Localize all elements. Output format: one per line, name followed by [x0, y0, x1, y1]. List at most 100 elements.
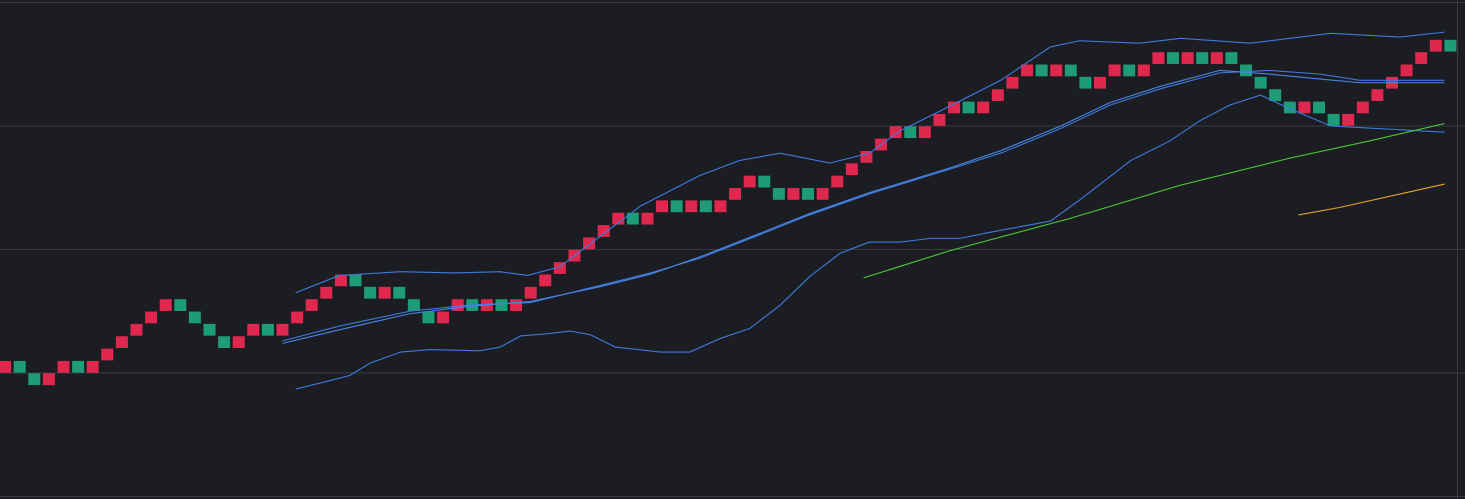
renko-brick [1021, 64, 1034, 77]
renko-brick [72, 360, 85, 373]
renko-brick [904, 126, 917, 139]
renko-brick [232, 336, 245, 349]
renko-brick [276, 323, 289, 336]
renko-brick [101, 348, 114, 361]
renko-brick [495, 299, 508, 311]
renko-brick [159, 299, 172, 311]
renko-brick [1444, 39, 1457, 52]
renko-brick [539, 274, 552, 287]
renko-brick [1152, 52, 1165, 64]
renko-brick [714, 200, 727, 213]
renko-brick [743, 175, 756, 188]
renko-brick [188, 311, 201, 324]
indicator-line [863, 122, 1445, 279]
indicator-line [282, 69, 1445, 344]
renko-brick [1167, 52, 1180, 64]
renko-brick [948, 101, 961, 114]
renko-brick [1313, 101, 1325, 114]
renko-brick [13, 360, 26, 373]
renko-brick [918, 126, 931, 139]
renko-brick [145, 311, 158, 324]
renko-brick [933, 113, 946, 126]
renko-brick [670, 200, 683, 213]
renko-brick [991, 89, 1004, 101]
renko-brick [422, 311, 435, 324]
renko-brick [1298, 101, 1311, 114]
renko-brick [626, 212, 639, 225]
renko-brick [685, 200, 698, 213]
renko-brick [860, 150, 873, 163]
renko-brick [1006, 76, 1019, 89]
renko-brick [656, 200, 669, 213]
renko-brick [42, 373, 55, 386]
renko-brick [451, 299, 464, 311]
renko-brick [845, 163, 858, 176]
renko-brick [802, 188, 815, 200]
indicator-line [295, 94, 1445, 390]
renko-brick [28, 373, 41, 386]
renko-brick [1181, 52, 1194, 64]
renko-brick [1225, 52, 1238, 64]
renko-brick [130, 323, 143, 336]
renko-brick [1327, 113, 1340, 126]
renko-brick [1415, 52, 1428, 64]
renko-brick [1429, 39, 1442, 52]
indicator-line [295, 31, 1445, 294]
renko-brick [1035, 64, 1048, 77]
renko-brick [1356, 101, 1369, 114]
renko-brick [1123, 64, 1136, 77]
renko-brick [305, 299, 318, 311]
renko-brick [758, 175, 771, 188]
renko-brick [320, 286, 333, 299]
renko-brick [1108, 64, 1121, 77]
renko-brick [203, 323, 216, 336]
indicator-line [1298, 183, 1445, 216]
renko-brick [393, 286, 406, 299]
renko-brick [510, 299, 523, 311]
renko-brick [729, 188, 742, 200]
renko-brick [57, 360, 70, 373]
renko-brick [1196, 52, 1209, 64]
renko-brick [0, 360, 12, 373]
renko-brick [261, 323, 274, 336]
renko-brick [1210, 52, 1223, 64]
renko-brick [1342, 113, 1355, 126]
renko-brick [218, 336, 231, 349]
renko-brick [1064, 64, 1077, 77]
renko-brick [349, 274, 362, 287]
renko-brick [1050, 64, 1063, 77]
renko-brick [407, 299, 420, 311]
renko-brick [437, 311, 450, 324]
renko-brick [1079, 76, 1092, 89]
renko-brick [247, 323, 260, 336]
renko-brick [699, 200, 712, 213]
renko-brick [291, 311, 304, 324]
renko-brick [553, 262, 566, 274]
renko-brick [1371, 89, 1384, 101]
renko-brick [831, 175, 844, 188]
renko-brick [86, 360, 99, 373]
renko-brick [1254, 76, 1267, 89]
renko-brick [524, 286, 537, 299]
renko-brick [1283, 101, 1296, 114]
renko-brick [1137, 64, 1150, 77]
renko-brick [787, 188, 800, 200]
renko-brick [1240, 64, 1253, 77]
renko-brick [378, 286, 391, 299]
renko-brick [962, 101, 975, 114]
renko-brick [816, 188, 829, 200]
renko-brick [772, 188, 785, 200]
renko-brick [1269, 89, 1282, 101]
renko-brick [889, 126, 902, 139]
renko-brick [1094, 76, 1107, 89]
renko-brick [334, 274, 347, 287]
renko-brick [641, 212, 654, 225]
renko-brick [612, 212, 625, 225]
renko-brick [977, 101, 990, 114]
renko-brick [1400, 64, 1413, 77]
renko-brick [583, 237, 596, 250]
renko-brick [174, 299, 187, 311]
renko-brick [115, 336, 128, 349]
